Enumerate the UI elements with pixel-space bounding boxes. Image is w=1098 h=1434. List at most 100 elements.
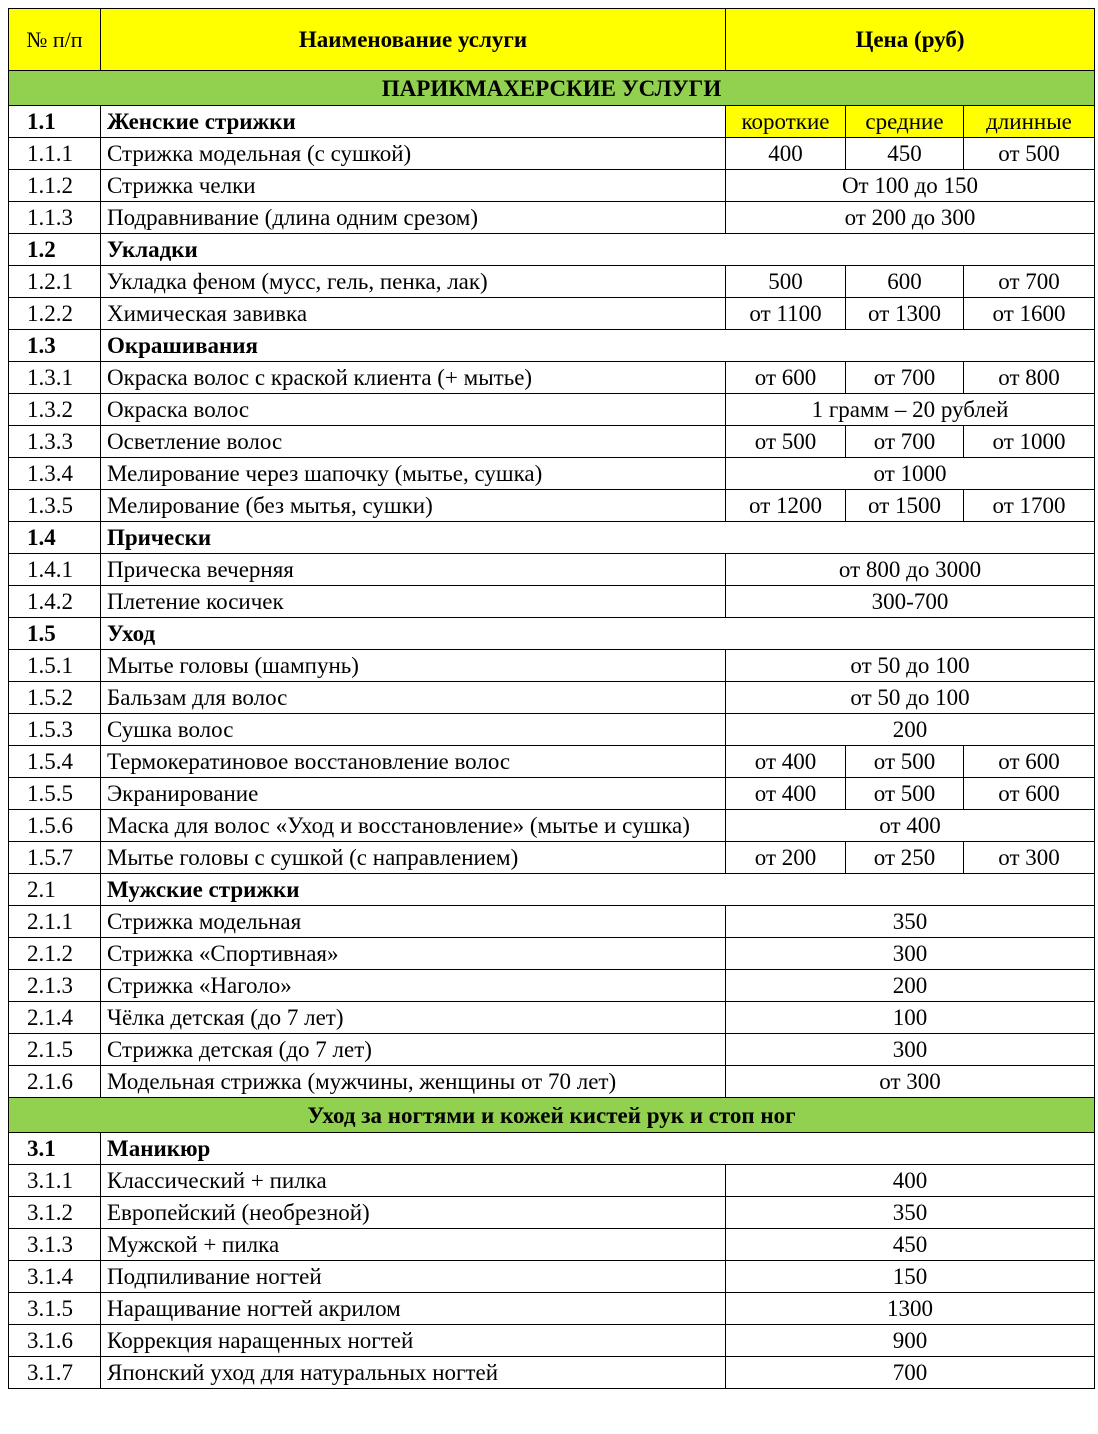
service-name: Окраска волос — [100, 393, 726, 426]
service-name: Модельная стрижка (мужчины, женщины от 7… — [100, 1065, 726, 1098]
price-cell: от 300 — [963, 841, 1095, 874]
group-number: 2.1 — [8, 873, 101, 906]
table-row: 1.5.4 Термокератиновое восстановление вол… — [8, 745, 1095, 778]
item-number: 3.1.5 — [8, 1292, 101, 1325]
service-name: Мелирование (без мытья, сушки) — [100, 489, 726, 522]
item-number: 3.1.2 — [8, 1196, 101, 1229]
service-name: Окраска волос с краской клиента (+ мытье… — [100, 361, 726, 394]
price-cell: от 50 до 100 — [725, 649, 1095, 682]
price-cell: от 600 — [963, 745, 1095, 778]
price-cell: 400 — [725, 1164, 1095, 1197]
item-number: 2.1.1 — [8, 905, 101, 938]
item-number: 3.1.1 — [8, 1164, 101, 1197]
price-cell: 500 — [725, 265, 846, 298]
table-row: 1.5.6 Маска для волос «Уход и восстановле… — [8, 809, 1095, 842]
price-cell: 200 — [725, 713, 1095, 746]
table-row: 1.5.5 Экранирование от 400 от 500 от 600 — [8, 777, 1095, 810]
group-number: 1.1 — [8, 105, 101, 138]
service-name: Стрижка «Наголо» — [100, 969, 726, 1002]
table-row: 1.3.2 Окраска волос 1 грамм – 20 рублей — [8, 393, 1095, 426]
price-cell: 1300 — [725, 1292, 1095, 1325]
item-number: 3.1.6 — [8, 1324, 101, 1357]
price-cell: от 700 — [963, 265, 1095, 298]
table-row: 3.1.2 Европейский (необрезной) 350 — [8, 1196, 1095, 1229]
service-name: Европейский (необрезной) — [100, 1196, 726, 1229]
price-cell: от 250 — [845, 841, 964, 874]
table-row: 1.1.1 Стрижка модельная (с сушкой) 400 450 о… — [8, 137, 1095, 170]
price-cell: от 1500 — [845, 489, 964, 522]
length-label: короткие — [725, 105, 846, 138]
service-name: Чёлка детская (до 7 лет) — [100, 1001, 726, 1034]
price-cell: От 100 до 150 — [725, 169, 1095, 202]
item-number: 1.5.3 — [8, 713, 101, 746]
price-cell: 350 — [725, 905, 1095, 938]
table-row: 1.2.2 Химическая завивка от 1100 от 1300 от … — [8, 297, 1095, 330]
item-number: 1.3.5 — [8, 489, 101, 522]
header-price: Цена (руб) — [725, 8, 1095, 71]
table-row: 1.1.2 Стрижка челки От 100 до 150 — [8, 169, 1095, 202]
item-number: 1.1.3 — [8, 201, 101, 234]
table-row: 3.1.4 Подпиливание ногтей 150 — [8, 1260, 1095, 1293]
service-name: Маска для волос «Уход и восстановление» … — [100, 809, 726, 842]
price-cell: 350 — [725, 1196, 1095, 1229]
price-cell: от 1000 — [963, 425, 1095, 458]
price-cell: от 400 — [725, 745, 846, 778]
price-cell: от 600 — [725, 361, 846, 394]
service-name: Стрижка «Спортивная» — [100, 937, 726, 970]
table-row: 2.1.6 Модельная стрижка (мужчины, женщины… — [8, 1065, 1095, 1098]
table-row: 1.4.1 Прическа вечерняя от 800 до 3000 — [8, 553, 1095, 586]
service-name: Классический + пилка — [100, 1164, 726, 1197]
table-row: 1.5.2 Бальзам для волос от 50 до 100 — [8, 681, 1095, 714]
item-number: 1.3.3 — [8, 425, 101, 458]
group-number: 3.1 — [8, 1132, 101, 1165]
item-number: 1.3.2 — [8, 393, 101, 426]
price-cell: 150 — [725, 1260, 1095, 1293]
group-number: 1.2 — [8, 233, 101, 266]
price-cell: от 500 — [963, 137, 1095, 170]
table-row: 2.1.3 Стрижка «Наголо» 200 — [8, 969, 1095, 1002]
item-number: 2.1.6 — [8, 1065, 101, 1098]
table-row: 2.1.2 Стрижка «Спортивная» 300 — [8, 937, 1095, 970]
group-name: Мужские стрижки — [100, 873, 1095, 906]
section-header-row: Уход за ногтями и кожей кистей рук и сто… — [8, 1097, 1095, 1133]
table-header-row: № п/п Наименование услуги Цена (руб) — [8, 8, 1095, 71]
table-row: 1.2.1 Укладка феном (мусс, гель, пенка, л… — [8, 265, 1095, 298]
table-row: 1.1.3 Подравнивание (длина одним срезом) о… — [8, 201, 1095, 234]
service-name: Химическая завивка — [100, 297, 726, 330]
service-name: Наращивание ногтей акрилом — [100, 1292, 726, 1325]
price-cell: от 700 — [845, 425, 964, 458]
item-number: 2.1.3 — [8, 969, 101, 1002]
price-cell: от 300 — [725, 1065, 1095, 1098]
item-number: 1.5.4 — [8, 745, 101, 778]
table-row: 1.3.1 Окраска волос с краской клиента (+ … — [8, 361, 1095, 394]
table-row: 1.5.3 Сушка волос 200 — [8, 713, 1095, 746]
price-cell: от 50 до 100 — [725, 681, 1095, 714]
item-number: 1.5.6 — [8, 809, 101, 842]
service-name: Стрижка детская (до 7 лет) — [100, 1033, 726, 1066]
service-name: Мытье головы с сушкой (с направлением) — [100, 841, 726, 874]
group-row: 1.4 Прически — [8, 521, 1095, 554]
service-name: Коррекция наращенных ногтей — [100, 1324, 726, 1357]
price-list-table: № п/п Наименование услуги Цена (руб) ПАР… — [8, 8, 1095, 1389]
item-number: 1.5.1 — [8, 649, 101, 682]
price-cell: от 800 до 3000 — [725, 553, 1095, 586]
item-number: 2.1.5 — [8, 1033, 101, 1066]
item-number: 1.2.1 — [8, 265, 101, 298]
price-cell: от 600 — [963, 777, 1095, 810]
group-row: 1.3 Окрашивания — [8, 329, 1095, 362]
price-cell: от 700 — [845, 361, 964, 394]
table-row: 2.1.1 Стрижка модельная 350 — [8, 905, 1095, 938]
price-cell: от 200 до 300 — [725, 201, 1095, 234]
group-row: 2.1 Мужские стрижки — [8, 873, 1095, 906]
price-cell: 450 — [725, 1228, 1095, 1261]
section-header-row: ПАРИКМАХЕРСКИЕ УСЛУГИ — [8, 70, 1095, 106]
service-name: Мытье головы (шампунь) — [100, 649, 726, 682]
service-name: Стрижка модельная (с сушкой) — [100, 137, 726, 170]
group-name: Укладки — [100, 233, 1095, 266]
service-name: Прическа вечерняя — [100, 553, 726, 586]
price-cell: 100 — [725, 1001, 1095, 1034]
price-cell: от 500 — [845, 745, 964, 778]
item-number: 3.1.4 — [8, 1260, 101, 1293]
group-row: 3.1 Маникюр — [8, 1132, 1095, 1165]
table-row: 3.1.5 Наращивание ногтей акрилом 1300 — [8, 1292, 1095, 1325]
